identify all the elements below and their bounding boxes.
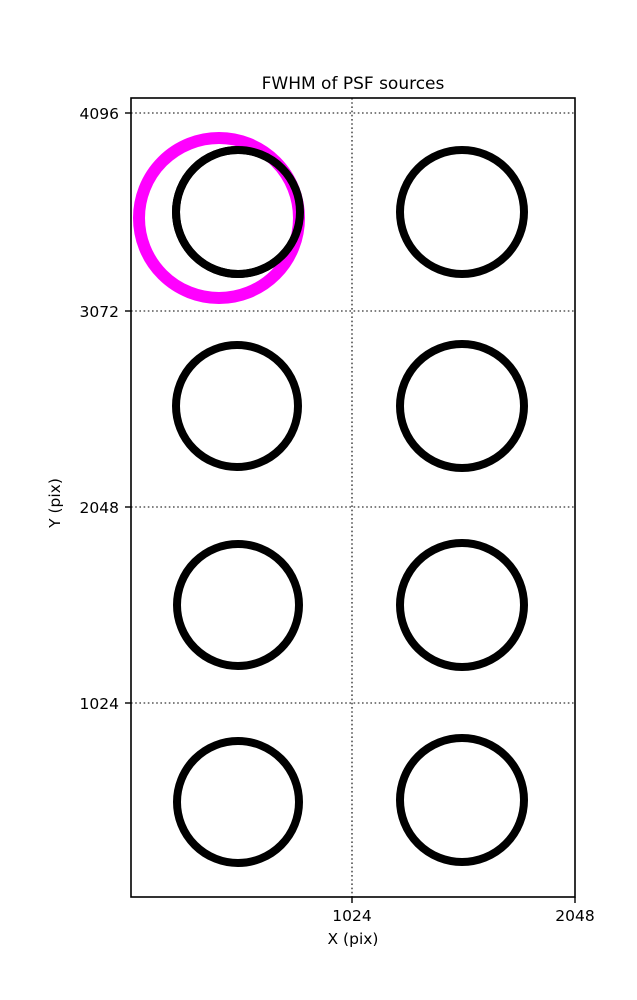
ytick-label-1024: 1024 [80,695,119,713]
xtick-label-1024: 1024 [332,907,371,925]
psf-source-marker [173,737,303,867]
page-title: FWHM of PSF sources [262,74,445,94]
x-axis-tick-labels: 1024 2048 [332,907,594,925]
axes-frame [130,97,576,898]
psf-source-marker [396,340,528,472]
xtick-label-2048: 2048 [555,907,594,925]
psf-source-marker-overlay [172,146,304,278]
y-axis-tick-labels: 4096 3072 2048 1024 [80,105,119,713]
ytick-label-3072: 3072 [80,303,119,321]
psf-source-marker [396,734,528,866]
psf-source-marker [173,540,303,670]
plot-area-background [131,98,575,897]
ytick-label-4096: 4096 [80,105,119,123]
x-axis-tickmarks [351,897,576,903]
psf-source-marker [172,341,302,471]
x-axis-label: X (pix) [328,930,379,948]
psf-source-marker [396,539,528,671]
psf-source-marker [396,146,528,278]
y-axis-tickmarks [125,112,131,704]
ytick-label-2048: 2048 [80,499,119,517]
horizontal-gridlines [131,112,575,704]
y-axis-label: Y (pix) [46,478,64,529]
